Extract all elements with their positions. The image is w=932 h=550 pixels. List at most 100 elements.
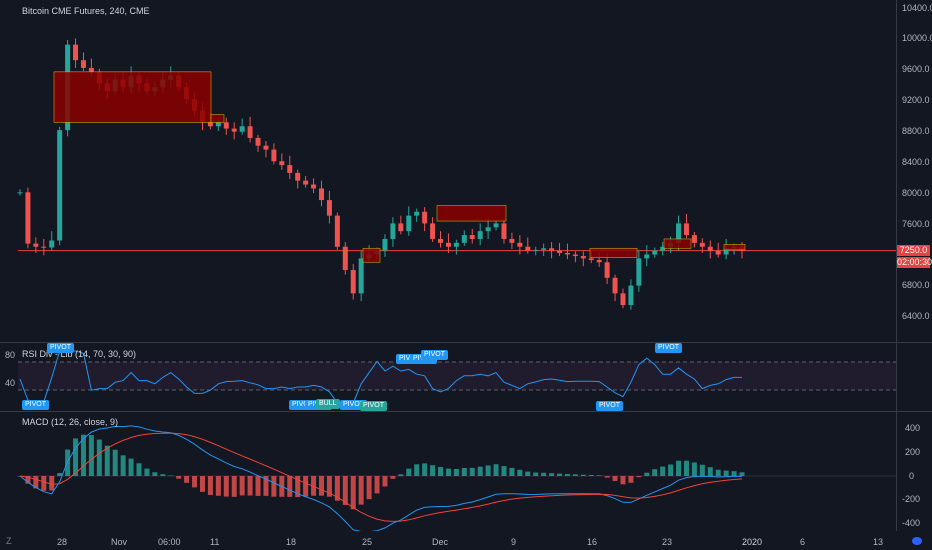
macd-histogram-bar — [152, 472, 158, 476]
macd-histogram-bar — [596, 475, 602, 476]
supply-demand-zone — [53, 71, 212, 123]
candle-body — [660, 246, 666, 251]
rsi-pane[interactable]: RSI Div - Lib (14, 70, 30, 90) PIVOT PIV… — [0, 343, 896, 411]
candle-body — [358, 258, 364, 294]
candle-body — [636, 258, 642, 286]
candle-body — [715, 250, 721, 255]
macd-line — [19, 425, 743, 531]
macd-histogram-bar — [287, 476, 293, 497]
candle-body — [541, 248, 547, 250]
candle-body — [73, 44, 79, 61]
macd-histogram-bar — [382, 476, 388, 487]
price-tick: 7600.0 — [902, 219, 930, 229]
candlestick-chart[interactable] — [0, 0, 896, 342]
macd-histogram-bar — [57, 473, 63, 476]
chart-settings-icon[interactable] — [912, 537, 922, 545]
rsi-title: RSI Div - Lib (14, 70, 30, 90) — [22, 349, 137, 359]
macd-histogram-bar — [668, 464, 674, 476]
macd-histogram-bar — [469, 467, 475, 476]
pivot-label: PIVOT — [22, 400, 50, 410]
macd-histogram-bar — [620, 476, 626, 485]
macd-histogram-bar — [564, 474, 570, 476]
candle-body — [239, 126, 245, 132]
macd-histogram-bar — [676, 460, 682, 476]
rsi-band — [18, 362, 896, 390]
time-tick: 18 — [286, 537, 297, 547]
candle-body — [41, 246, 47, 248]
macd-histogram-bar — [239, 476, 245, 496]
candle-body — [215, 122, 221, 127]
candle-body — [17, 192, 23, 194]
candle-body — [414, 211, 420, 216]
macd-histogram-bar — [723, 470, 729, 476]
macd-histogram-bar — [366, 476, 372, 500]
price-tick: 6800.0 — [902, 280, 930, 290]
price-tick: 9600.0 — [902, 64, 930, 74]
candle-body — [557, 250, 563, 253]
pivot-label: PIVOT — [421, 350, 449, 360]
candle-body — [620, 293, 626, 306]
rsi-axis-40: 40 — [5, 378, 16, 388]
main-rsi-separator[interactable] — [0, 342, 932, 343]
price-tick: 9200.0 — [902, 95, 930, 105]
macd-histogram-bar — [604, 476, 610, 478]
macd-histogram-bar — [588, 474, 594, 476]
macd-histogram-bar — [176, 476, 182, 479]
macd-pane[interactable]: MACD (12, 26, close, 9) — [0, 412, 896, 531]
candle-body — [445, 242, 451, 247]
supply-demand-zone — [589, 247, 638, 258]
macd-histogram-bar — [707, 467, 713, 476]
candle-body — [334, 215, 340, 247]
macd-histogram-bar — [493, 464, 499, 476]
candle-body — [461, 235, 467, 243]
macd-histogram-bar — [501, 466, 507, 476]
macd-histogram-bar — [533, 472, 539, 476]
candle-body — [271, 149, 277, 162]
rsi-plot[interactable] — [0, 343, 896, 411]
pivot-label: PIVOT — [340, 400, 368, 410]
time-tick: 2020 — [742, 537, 763, 547]
time-axis[interactable]: 28 Nov 06:00 11 18 25 Dec 9 16 23 2020 6… — [0, 531, 932, 550]
rsi-macd-separator[interactable] — [0, 411, 932, 412]
macd-histogram-bar — [255, 476, 261, 496]
candle-body — [80, 60, 86, 68]
candle-body — [564, 252, 570, 255]
time-tick: 28 — [57, 537, 68, 547]
rsi-line — [19, 350, 742, 404]
candle-body — [287, 165, 293, 173]
macd-histogram-bar — [549, 473, 555, 476]
price-axis-separator — [896, 0, 897, 550]
candle-body — [676, 223, 682, 243]
macd-histogram-bar — [192, 476, 198, 488]
price-tick: 10400.0 — [902, 3, 932, 13]
macd-histogram-bar — [557, 473, 563, 476]
pivot-label: PIVOT — [289, 400, 317, 410]
candle-body — [223, 122, 229, 129]
supply-demand-zone — [210, 114, 225, 123]
candle-body — [580, 256, 586, 259]
time-tick: 23 — [662, 537, 673, 547]
macd-histogram-bar — [628, 476, 634, 483]
macd-histogram-bar — [96, 439, 102, 476]
supply-demand-zone — [436, 205, 507, 222]
pivot-label: PIVOT — [655, 343, 683, 353]
candle-body — [231, 128, 237, 132]
macd-histogram-bar — [326, 476, 332, 497]
candle-body — [612, 277, 618, 294]
auto-scale-button[interactable]: Z — [6, 536, 12, 546]
time-tick: Nov — [111, 537, 128, 547]
chart-title: Bitcoin CME Futures, 240, CME — [22, 6, 150, 16]
candle-body — [295, 172, 301, 181]
candle-body — [430, 223, 436, 239]
macd-histogram-bar — [644, 472, 650, 476]
bull-label: PIVOT — [360, 401, 388, 411]
macd-histogram-bar — [652, 469, 658, 476]
macd-histogram-bar — [160, 474, 166, 476]
candle-body — [311, 184, 317, 189]
macd-histogram-bar — [271, 476, 277, 497]
main-price-pane[interactable]: Bitcoin CME Futures, 240, CME — [0, 0, 896, 342]
candle-body — [25, 192, 31, 244]
time-tick: 9 — [511, 537, 517, 547]
macd-plot[interactable] — [0, 412, 896, 531]
macd-histogram-bar — [374, 476, 380, 494]
